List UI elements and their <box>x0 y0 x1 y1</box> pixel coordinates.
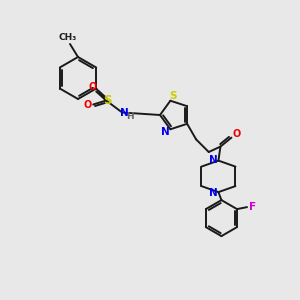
Text: N: N <box>120 109 129 118</box>
Text: F: F <box>250 202 256 212</box>
Text: N: N <box>161 127 170 137</box>
Text: O: O <box>232 129 241 139</box>
Text: N: N <box>209 188 218 198</box>
Text: N: N <box>209 154 218 165</box>
Text: O: O <box>83 100 91 110</box>
Text: H: H <box>126 112 134 121</box>
Text: O: O <box>88 82 96 92</box>
Text: S: S <box>169 91 177 101</box>
Text: S: S <box>103 94 111 107</box>
Text: CH₃: CH₃ <box>59 32 77 41</box>
